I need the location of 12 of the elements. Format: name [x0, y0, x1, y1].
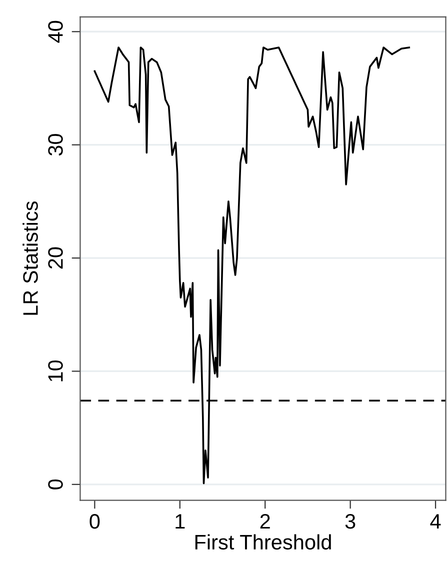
y-tick-label: 10: [48, 360, 63, 382]
x-tick-label: 2: [260, 514, 270, 529]
y-axis-title: LR Statistics: [22, 201, 38, 315]
y-tick-label: 20: [48, 247, 63, 269]
y-tick-label: 40: [48, 20, 63, 43]
x-axis-title: First Threshold: [195, 534, 331, 550]
y-tick-label: 0: [48, 479, 63, 490]
y-tick-label: 30: [48, 134, 63, 156]
x-tick-label: 3: [345, 514, 356, 529]
x-tick-label: 4: [430, 514, 441, 529]
x-tick-label: 1: [176, 514, 185, 529]
x-tick-label: 0: [90, 514, 100, 529]
